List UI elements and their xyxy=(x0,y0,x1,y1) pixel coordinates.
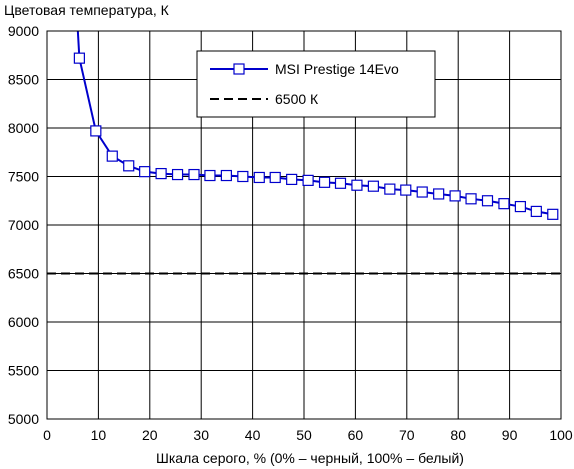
x-tick-label-50: 50 xyxy=(296,427,312,443)
y-tick-label-7000: 7000 xyxy=(8,217,39,233)
data-point-12 xyxy=(253,171,265,184)
data-point-19 xyxy=(367,180,379,192)
x-tick-label-20: 20 xyxy=(142,427,158,443)
y-tick-label-8000: 8000 xyxy=(8,120,39,136)
data-point-28 xyxy=(514,200,526,213)
data-point-25 xyxy=(465,193,477,205)
data-point-30 xyxy=(547,208,559,220)
data-point-21 xyxy=(400,184,412,196)
x-tick-label-40: 40 xyxy=(245,427,261,443)
x-tick-label-30: 30 xyxy=(193,427,209,443)
series-msi-prestige-14evo xyxy=(73,30,559,220)
data-point-24 xyxy=(449,190,461,202)
x-tick-label-90: 90 xyxy=(502,427,518,443)
data-point-8 xyxy=(188,168,200,181)
legend-box xyxy=(196,50,436,118)
data-point-16 xyxy=(318,176,331,188)
legend-label-6500: 6500 К xyxy=(275,91,319,107)
data-point-13 xyxy=(269,171,281,184)
y-tick-label-7500: 7500 xyxy=(8,169,39,185)
x-tick-label-80: 80 xyxy=(450,427,466,443)
y-tick-labels: 5000 5500 6000 6500 7000 7500 8000 8500 9000 xyxy=(8,23,39,427)
data-point-20 xyxy=(384,183,396,195)
y-tick-label-5000: 5000 xyxy=(8,411,39,427)
data-point-2 xyxy=(90,125,102,137)
data-point-6 xyxy=(155,167,167,180)
y-tick-label-8500: 8500 xyxy=(8,72,39,88)
data-point-14 xyxy=(286,173,298,186)
data-point-26 xyxy=(481,195,494,207)
legend: MSI Prestige 14Evo 6500 К xyxy=(196,50,436,118)
data-point-4 xyxy=(123,160,135,172)
x-tick-label-0: 0 xyxy=(43,427,51,443)
y-tick-label-6500: 6500 xyxy=(8,266,39,282)
x-tick-label-10: 10 xyxy=(91,427,107,443)
data-point-23 xyxy=(433,188,445,200)
x-tick-labels: 0 10 20 30 40 50 60 70 80 90 100 xyxy=(43,427,573,443)
data-point-1 xyxy=(73,52,85,64)
data-point-9 xyxy=(204,169,216,182)
data-point-17 xyxy=(334,177,347,189)
data-point-18 xyxy=(351,179,363,191)
y-tick-label-5500: 5500 xyxy=(8,363,39,379)
y-axis-title: Цветовая температура, К xyxy=(4,2,170,18)
data-point-3 xyxy=(106,150,118,162)
data-point-5 xyxy=(139,166,151,178)
plot-area-frame xyxy=(46,30,562,420)
data-point-7 xyxy=(171,168,184,181)
legend-label-msi: MSI Prestige 14Evo xyxy=(275,61,399,77)
data-point-10 xyxy=(220,169,232,182)
y-tick-label-9000: 9000 xyxy=(8,23,39,39)
x-axis-title: Шкала серого, % (0% – черный, 100% – бел… xyxy=(156,450,464,466)
legend-marker-msi xyxy=(233,63,245,75)
data-point-29 xyxy=(530,205,542,218)
x-tick-label-60: 60 xyxy=(348,427,364,443)
data-point-15 xyxy=(302,174,314,186)
data-point-27 xyxy=(498,198,510,210)
y-tick-label-6000: 6000 xyxy=(8,314,39,330)
x-tick-label-100: 100 xyxy=(549,427,573,443)
data-point-22 xyxy=(416,186,428,198)
x-tick-label-70: 70 xyxy=(399,427,415,443)
data-point-11 xyxy=(237,170,249,183)
